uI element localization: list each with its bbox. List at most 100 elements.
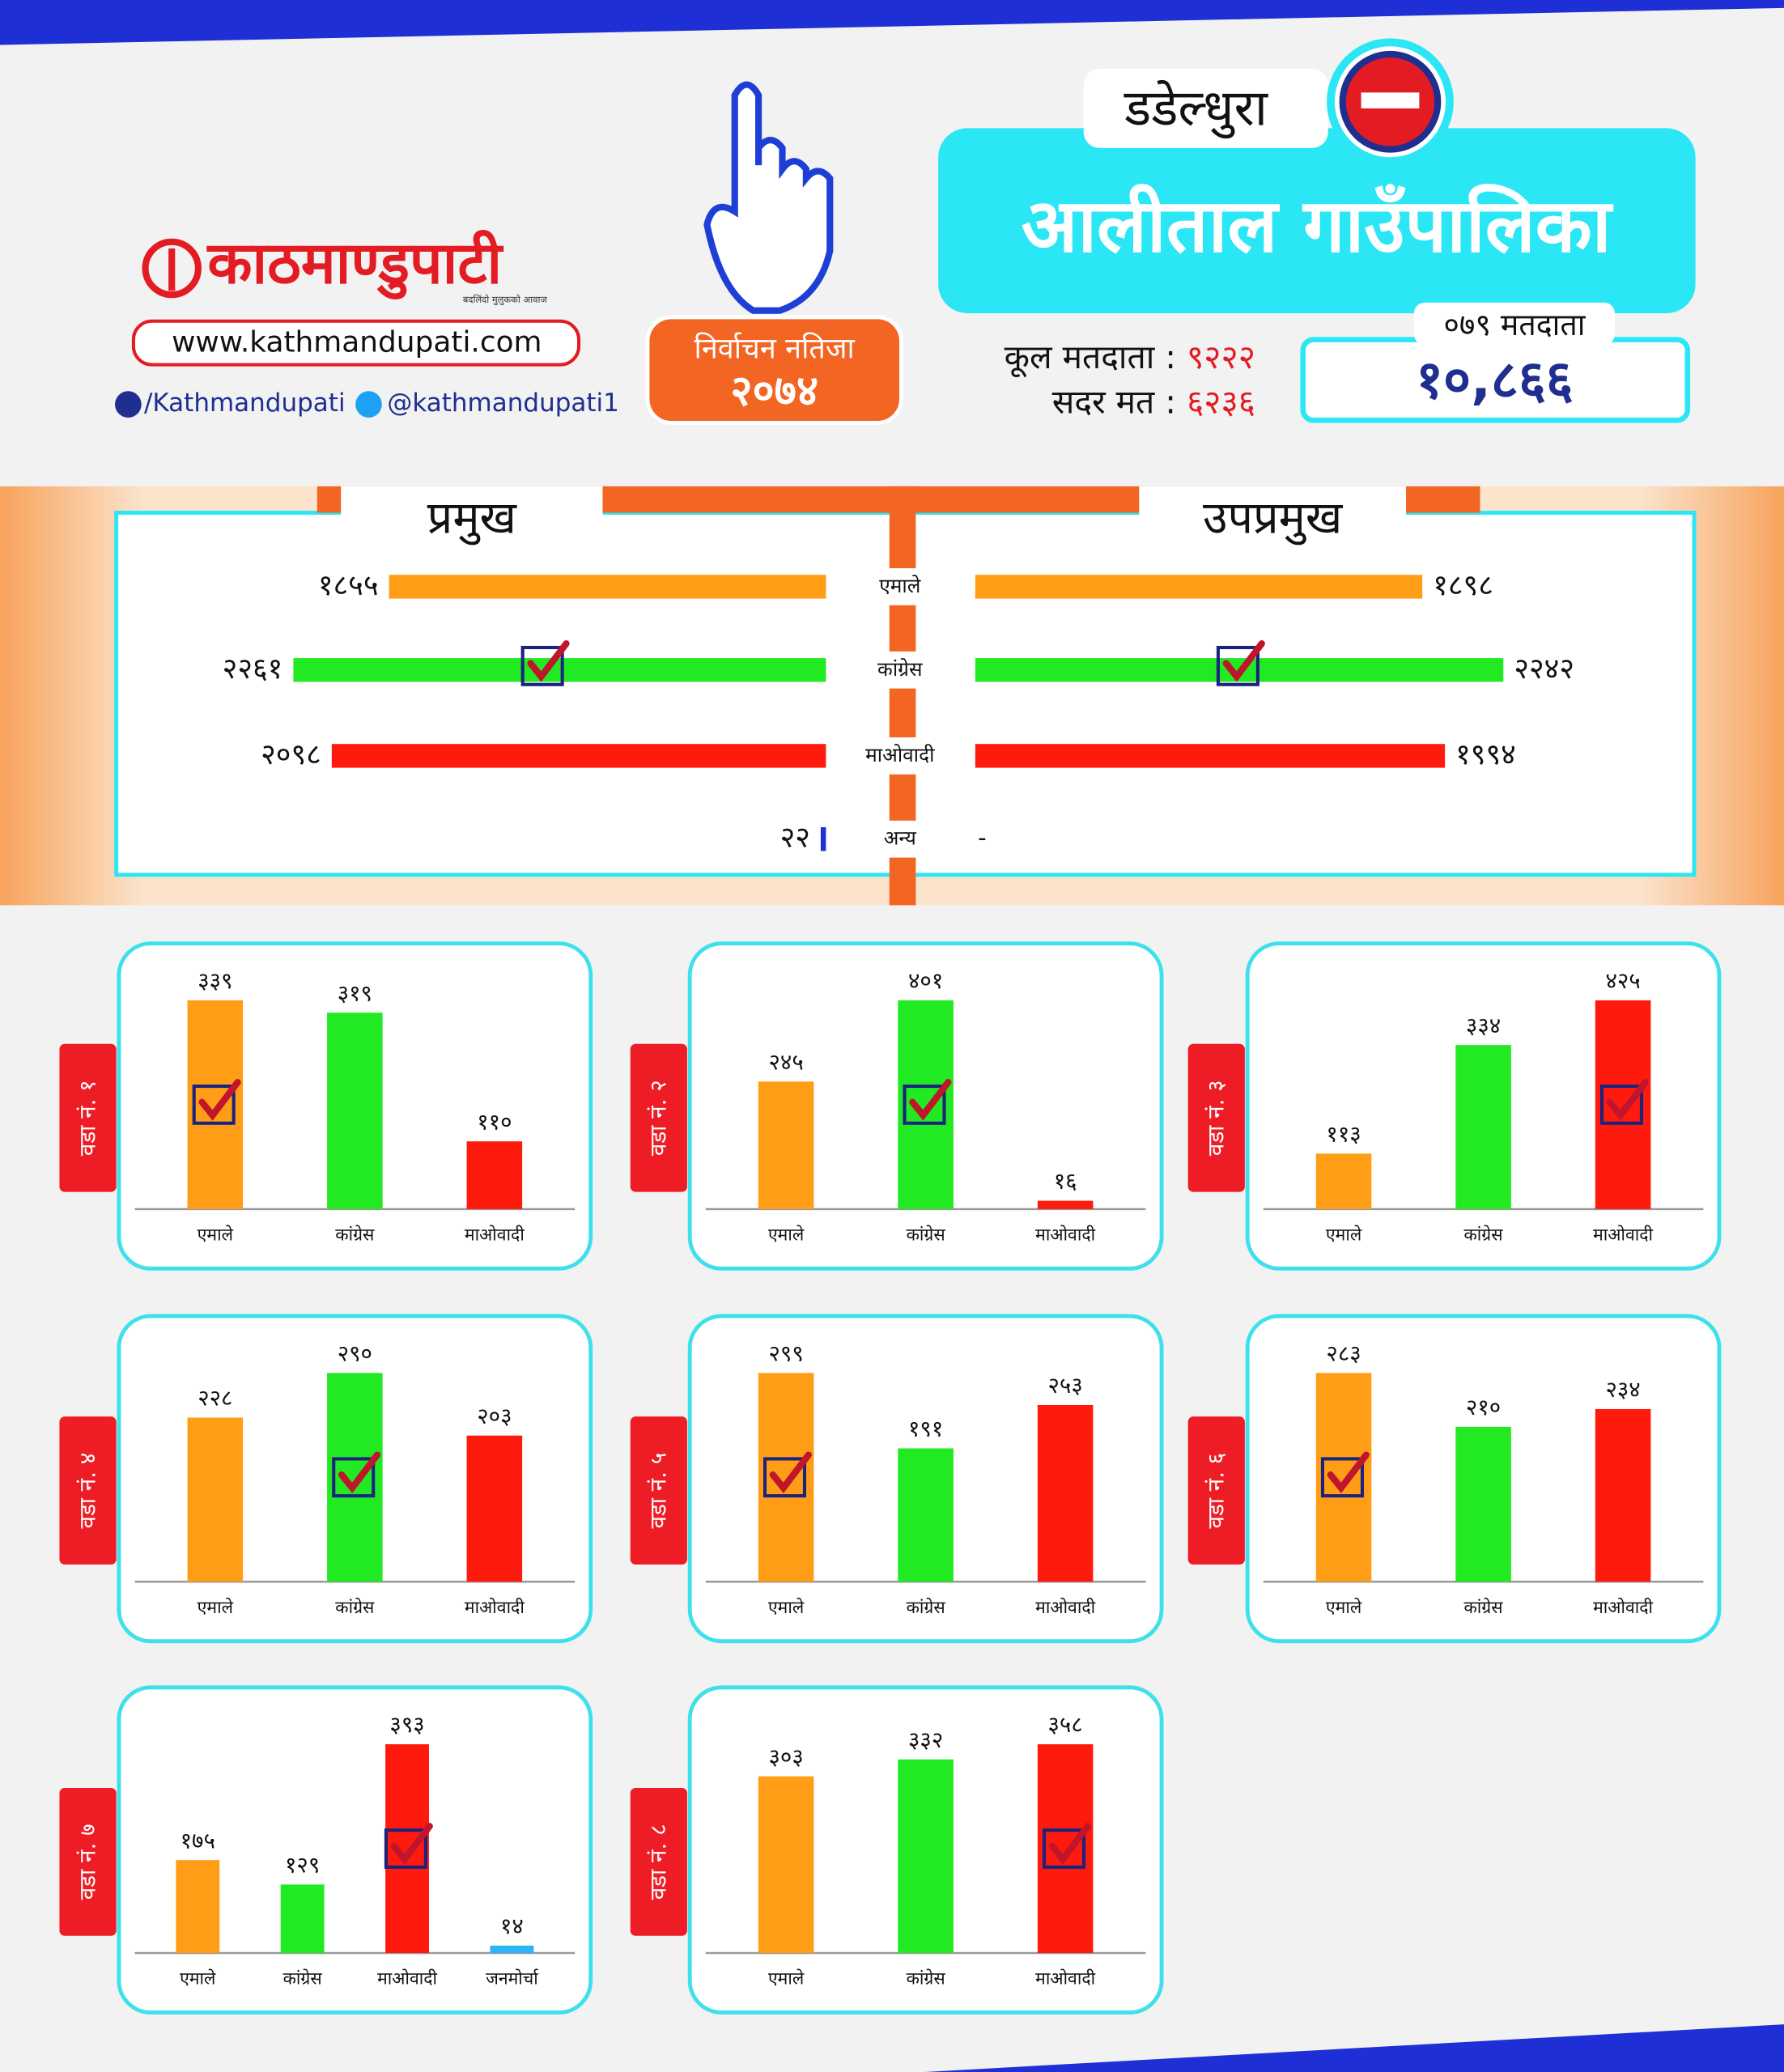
total-voters: ९२२२ — [1187, 338, 1255, 376]
voters-079-label-box — [1413, 302, 1616, 346]
category-label: जनमोर्चा — [486, 1968, 539, 1989]
series-name: उपप्रमुख — [1203, 491, 1344, 545]
category-label: कांग्रेस — [907, 1968, 946, 1989]
value-label: १२९ — [285, 1851, 320, 1878]
ward-tab — [59, 1043, 117, 1192]
bar — [975, 744, 1446, 768]
bar — [331, 744, 826, 768]
twitter: @kathmandupati1 — [387, 388, 619, 418]
category-label: माओवादी — [377, 1968, 437, 1989]
title-box — [938, 128, 1696, 313]
bar — [466, 1141, 523, 1209]
badge-year: २०७४ — [730, 367, 818, 416]
bar — [327, 1013, 383, 1209]
check-box — [332, 1457, 376, 1498]
category-label: कांग्रेस — [283, 1968, 323, 1989]
check-mark — [338, 1451, 381, 1493]
ward-tab — [630, 1787, 687, 1936]
value-label: ४२५ — [1605, 967, 1640, 994]
bar — [187, 1417, 244, 1582]
check-box — [1042, 1828, 1086, 1869]
category-box — [852, 820, 949, 858]
bar — [389, 575, 826, 599]
ward-tab — [1187, 1416, 1245, 1565]
category-label: कांग्रेस — [877, 657, 923, 681]
check-mark — [909, 1079, 952, 1121]
category-label: कांग्रेस — [1464, 1597, 1504, 1618]
check-box — [1599, 1084, 1643, 1125]
check-mark — [390, 1823, 433, 1865]
bar — [758, 1776, 814, 1954]
ward-title: वडा नं. ५ — [645, 1453, 672, 1529]
bar — [1595, 1408, 1651, 1582]
value-label: २५३ — [1047, 1372, 1082, 1399]
logo: काठमाण्डुपाटी — [206, 228, 503, 299]
bar — [1455, 1426, 1511, 1582]
category-label: माओवादी — [1593, 1597, 1653, 1618]
value-label: १८५५ — [318, 569, 379, 602]
value-label: १८९८ — [1433, 569, 1493, 602]
check-mark — [769, 1451, 812, 1493]
category-label: कांग्रेस — [907, 1597, 946, 1618]
total-voters-label: कूल मतदाता : — [1005, 338, 1176, 378]
bar — [1455, 1045, 1511, 1209]
bar — [1315, 1153, 1372, 1209]
voters-079-label: ०७९ मतदाता — [1443, 307, 1586, 342]
hand-icon — [703, 81, 834, 314]
bar — [1037, 1200, 1094, 1209]
ward-tab — [1187, 1043, 1245, 1192]
value-label: ४०१ — [908, 967, 943, 994]
value-label: १४ — [500, 1913, 524, 1939]
value-label: २२४२ — [1514, 652, 1574, 686]
value-label: २०३ — [477, 1403, 512, 1429]
ward-title: वडा नं. ७ — [74, 1824, 100, 1900]
bar — [176, 1860, 220, 1954]
category-label: माओवादी — [465, 1225, 525, 1246]
facebook: /Kathmandupati — [144, 388, 346, 418]
bar — [1037, 1404, 1094, 1582]
category-label: माओवादी — [1035, 1225, 1095, 1246]
valid-votes: ६२३६ — [1187, 383, 1255, 422]
value-label: २२८ — [198, 1385, 232, 1412]
check-mark — [198, 1079, 241, 1121]
facebook-icon — [115, 391, 142, 418]
check-mark — [1327, 1451, 1370, 1493]
bar — [758, 1081, 814, 1209]
check-box — [192, 1084, 236, 1125]
bar — [975, 575, 1423, 599]
website: www.kathmandupati.com — [172, 326, 542, 359]
check-mark — [527, 640, 570, 682]
value-label: - — [978, 824, 987, 851]
category-label: एमाले — [198, 1225, 234, 1246]
value-label: २२ — [780, 822, 810, 855]
category-label: एमाले — [768, 1597, 805, 1618]
badge — [645, 315, 903, 425]
category-label: एमाले — [1326, 1225, 1362, 1246]
check-box — [1216, 645, 1259, 686]
series-name: प्रमुख — [427, 491, 518, 545]
value-label: ३३४ — [1466, 1012, 1501, 1038]
bar — [293, 658, 826, 682]
value-label: २९० — [338, 1340, 372, 1366]
twitter-icon — [355, 391, 382, 418]
ward-tab — [630, 1043, 687, 1192]
ballot-icon — [1361, 92, 1420, 108]
category-label: माओवादी — [465, 1597, 525, 1618]
check-box — [903, 1084, 946, 1125]
value-label: १६ — [1054, 1168, 1077, 1195]
value-label: २१० — [1466, 1394, 1501, 1420]
value-label: ३०३ — [768, 1743, 803, 1770]
ward-title: वडा नं. ३ — [1203, 1080, 1230, 1156]
category-label: माओवादी — [1035, 1968, 1095, 1989]
category-label: एमाले — [768, 1968, 805, 1989]
category-label: एमाले — [879, 574, 921, 597]
ward-tab — [630, 1416, 687, 1565]
value-label: १७५ — [181, 1827, 215, 1853]
category-label: एमाले — [198, 1597, 234, 1618]
header-box — [341, 486, 603, 555]
voters-079: १०,८६६ — [1416, 350, 1574, 411]
ward-tab — [59, 1416, 117, 1565]
bar — [280, 1884, 325, 1954]
category-label: माओवादी — [865, 743, 935, 766]
check-box — [520, 645, 564, 686]
